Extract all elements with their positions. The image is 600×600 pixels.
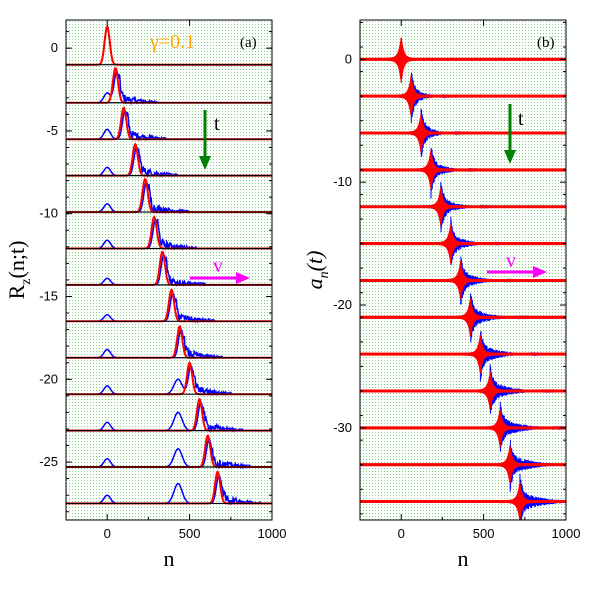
panel-b-ticks: 0 500 1000 0 -10 -20 -30 xyxy=(333,20,580,541)
panel-a-plot-area xyxy=(66,24,272,507)
svg-text:Rz(n;t): Rz(n;t) xyxy=(4,241,34,300)
panel-a-ytick-label: -15 xyxy=(39,288,58,303)
panel-a-velocity-label: v xyxy=(213,255,223,277)
red-packet xyxy=(360,75,566,116)
panel-a-label: (a) xyxy=(240,35,257,51)
panel-a-frame xyxy=(65,19,273,521)
panel-a-gamma-annotation: γ=0.1 xyxy=(149,31,195,53)
panel-b-time-label: t xyxy=(518,108,524,130)
panel-a-ylabel-sub: z xyxy=(19,278,34,284)
panel-a-xtick-label: 0 xyxy=(104,526,111,541)
red-packet xyxy=(360,482,566,520)
panel-b-velocity-arrow: v xyxy=(487,250,547,278)
red-packet xyxy=(360,298,566,337)
panel-b-xlabel: n xyxy=(458,546,469,571)
panel-b-ylabel: an(t) xyxy=(302,251,332,290)
panel-a-ylabel: Rz(n;t) xyxy=(4,241,34,300)
panel-a-time-label: t xyxy=(214,113,220,135)
red-packet xyxy=(360,409,566,448)
panel-a-ylabel-rest: (n;t) xyxy=(4,241,29,279)
panel-b-velocity-label: v xyxy=(506,250,516,272)
svg-text:an(t): an(t) xyxy=(302,251,332,290)
panel-a: 0 500 1000 0 -5 -10 -15 -20 -25 (a) γ=0.1 n Rz(n… xyxy=(4,19,286,571)
panel-b-ytick-label: 0 xyxy=(345,51,352,66)
panel-b-xtick-label: 1000 xyxy=(552,526,581,541)
red-packet xyxy=(360,37,566,83)
panel-a-ytick-label: -20 xyxy=(39,371,58,386)
panel-b-ytick-label: -30 xyxy=(333,420,352,435)
panel-b-time-arrow: t xyxy=(504,104,524,164)
red-packet xyxy=(360,335,566,374)
panel-a-ytick-label: -25 xyxy=(39,454,58,469)
panel-b-ylabel-rest: (t) xyxy=(302,251,327,272)
panel-b-ytick-label: -10 xyxy=(333,174,352,189)
panel-a-xtick-label: 1000 xyxy=(258,526,287,541)
red-packet xyxy=(360,445,566,484)
panel-b-label: (b) xyxy=(537,35,555,51)
red-packet xyxy=(360,114,566,153)
red-packet xyxy=(360,150,566,190)
panel-a-background xyxy=(66,20,272,520)
panel-a-ytick-label: -5 xyxy=(46,123,58,138)
panel-a-ticks: 0 500 1000 0 -5 -10 -15 -20 -25 xyxy=(39,20,286,541)
red-packet xyxy=(360,187,566,226)
panel-b-plot-area xyxy=(360,37,566,520)
panel-b-ylabel-sub: n xyxy=(317,271,332,278)
panel-a-ytick-label: -10 xyxy=(39,206,58,221)
red-packet xyxy=(360,371,566,410)
panel-b-ytick-label: -20 xyxy=(333,297,352,312)
panel-a-velocity-arrow: v xyxy=(190,255,250,284)
panel-b-xtick-label: 0 xyxy=(398,526,405,541)
panel-a-ylabel-main: R xyxy=(4,284,29,299)
panel-b-frame xyxy=(359,19,567,521)
panel-b-ylabel-main: a xyxy=(302,278,327,289)
panel-a-xlabel: n xyxy=(164,546,175,571)
panel-a-xtick-label: 500 xyxy=(179,526,201,541)
red-packet xyxy=(360,260,566,299)
panel-a-ytick-label: 0 xyxy=(51,40,58,55)
panel-b-xtick-label: 500 xyxy=(473,526,495,541)
panel-a-time-arrow: t xyxy=(199,110,220,170)
red-packet xyxy=(360,225,566,264)
